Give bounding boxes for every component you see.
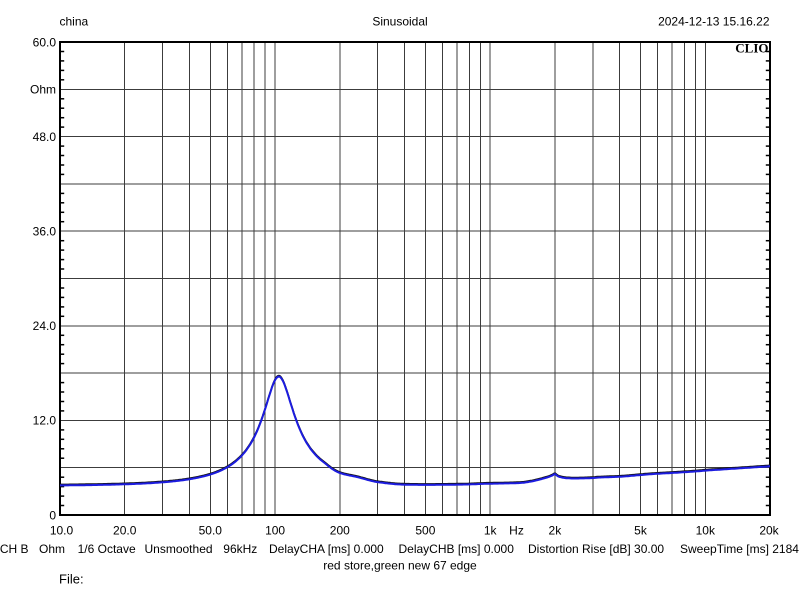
svg-text:File:: File: — [59, 572, 84, 587]
svg-text:48.0: 48.0 — [33, 130, 57, 144]
svg-text:20.0: 20.0 — [113, 523, 137, 537]
svg-text:2024-12-13 15.16.22: 2024-12-13 15.16.22 — [658, 15, 770, 29]
svg-text:60.0: 60.0 — [33, 35, 57, 49]
svg-text:24.0: 24.0 — [33, 319, 57, 333]
svg-text:500: 500 — [415, 523, 435, 537]
svg-text:50.0: 50.0 — [199, 523, 223, 537]
svg-text:Sinusoidal: Sinusoidal — [372, 15, 427, 29]
svg-text:Unsmoothed: Unsmoothed — [145, 542, 213, 556]
svg-text:200: 200 — [330, 523, 350, 537]
svg-text:china: china — [60, 15, 89, 29]
svg-text:Ohm: Ohm — [39, 542, 65, 556]
svg-text:96kHz: 96kHz — [223, 542, 257, 556]
svg-text:DelayCHA [ms] 0.000: DelayCHA [ms] 0.000 — [269, 542, 384, 556]
svg-text:red store,green new 67 edge: red store,green new 67 edge — [323, 559, 477, 573]
svg-text:Hz: Hz — [509, 523, 524, 537]
svg-text:CH B: CH B — [0, 542, 28, 556]
svg-text:Ohm: Ohm — [30, 83, 56, 97]
svg-text:10k: 10k — [696, 523, 716, 537]
svg-text:SweepTime [ms] 2184: SweepTime [ms] 2184 — [680, 542, 799, 556]
svg-text:5k: 5k — [634, 523, 648, 537]
svg-text:CLIO: CLIO — [735, 40, 768, 55]
svg-text:Distortion Rise [dB] 30.00: Distortion Rise [dB] 30.00 — [528, 542, 664, 556]
svg-text:0: 0 — [49, 508, 56, 522]
svg-text:12.0: 12.0 — [33, 414, 57, 428]
svg-text:20k: 20k — [759, 523, 779, 537]
svg-text:DelayCHB [ms] 0.000: DelayCHB [ms] 0.000 — [399, 542, 515, 556]
svg-text:36.0: 36.0 — [33, 225, 57, 239]
svg-text:1/6 Octave: 1/6 Octave — [78, 542, 136, 556]
svg-text:10.0: 10.0 — [50, 523, 74, 537]
svg-text:100: 100 — [265, 523, 285, 537]
svg-text:1k: 1k — [484, 523, 498, 537]
svg-text:2k: 2k — [549, 523, 563, 537]
